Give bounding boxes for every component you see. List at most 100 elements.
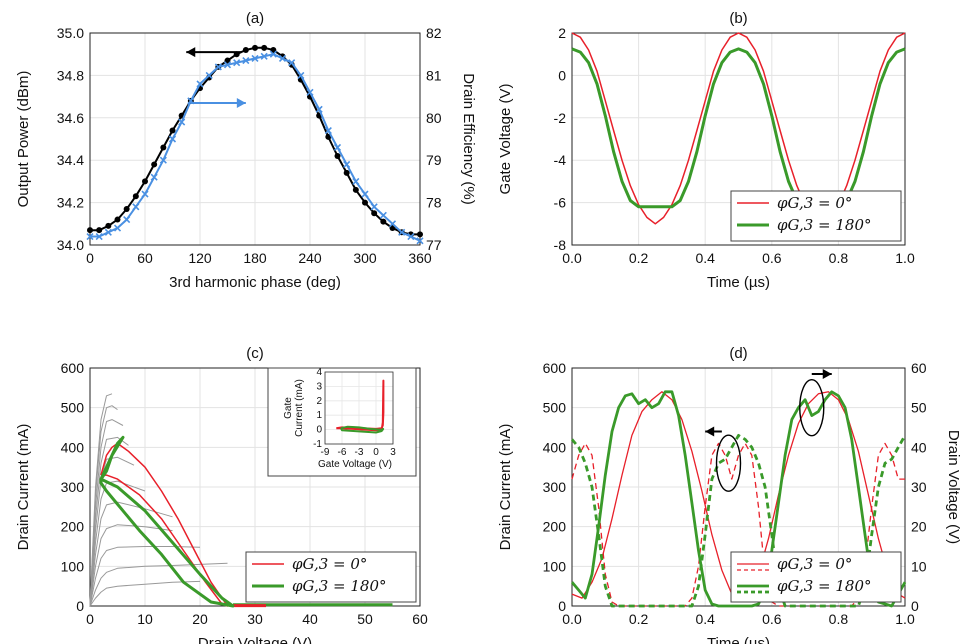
data-point	[159, 156, 167, 164]
panel-title: (c)	[246, 345, 264, 362]
y2-tick-label: 10	[911, 558, 927, 574]
y-tick-label: 500	[543, 400, 567, 416]
panel-title: (d)	[729, 345, 747, 362]
data-point	[160, 144, 167, 151]
data-point	[362, 199, 368, 206]
data-point	[288, 59, 296, 67]
inset-x-tick: -3	[355, 447, 364, 458]
inset-y-label: Current (mA)	[294, 379, 305, 437]
y-tick-label: 34.4	[57, 152, 84, 168]
iv-curve	[89, 436, 129, 607]
x-axis-label: Drain Voltage (V)	[198, 635, 312, 644]
panel-b: 0.0 0.2 0.4 0.6 0.8 1.0 -8 -6 -4 -2 0 2 (b) Time (µs)…	[497, 10, 915, 291]
data-point	[380, 218, 387, 225]
panel-d: 0.0 0.2 0.4 0.6 0.8 1.00100200300400500600010…	[497, 345, 962, 644]
iv-curve	[89, 524, 173, 607]
annotation-arrow-head	[705, 426, 715, 437]
panel-title: (b)	[729, 10, 747, 27]
y-tick-label: 600	[543, 360, 567, 376]
y-tick-label: 0	[558, 67, 566, 83]
x-tick-label: 0	[86, 611, 94, 627]
panel-title: (a)	[246, 10, 264, 27]
series-line	[570, 390, 907, 608]
data-point	[407, 232, 415, 241]
data-point	[370, 203, 378, 211]
y-tick-label: 600	[61, 360, 85, 376]
data-point	[416, 237, 424, 245]
inset-y-tick: 4	[316, 367, 322, 378]
inset-x-tick: 3	[390, 447, 396, 458]
iv-curve	[89, 393, 113, 607]
iv-curve	[89, 480, 146, 607]
data-point	[352, 186, 359, 193]
legend-box	[730, 190, 902, 242]
iv-curve	[89, 501, 173, 607]
y-tick-label: 34.2	[57, 195, 84, 211]
data-point	[334, 152, 341, 159]
inset-y-tick: 2	[316, 396, 322, 407]
data-point	[252, 44, 258, 51]
data-point	[297, 71, 305, 79]
data-point	[261, 44, 268, 51]
series-line	[99, 435, 235, 608]
data-point	[269, 50, 277, 58]
x-tick-label: 0.8	[829, 611, 849, 627]
data-point	[417, 231, 423, 238]
y2-tick-label: 82	[426, 25, 442, 41]
y-axis-label: Drain Current (mA)	[15, 424, 32, 551]
data-point	[214, 63, 222, 71]
x-tick-label: 0.4	[695, 250, 715, 266]
data-point	[324, 126, 332, 135]
y-tick-label: 200	[61, 519, 85, 535]
data-point	[306, 88, 314, 96]
x-axis-label: Time (µs)	[707, 635, 770, 644]
y-tick-label: 300	[61, 479, 85, 495]
legend-label: φG,3 = 180°	[777, 216, 872, 234]
panel-a: 0 60 120 180 240 300 360 34.0 34.2 34.4 34.6 34.8 35…	[15, 10, 477, 291]
data-point	[151, 161, 158, 168]
legend-label: φG,3 = 0°	[777, 194, 852, 212]
x-tick-label: 40	[302, 611, 318, 627]
x-tick-label: 300	[353, 250, 377, 266]
data-point	[343, 169, 350, 176]
y2-tick-label: 20	[911, 519, 927, 535]
iv-curve	[89, 546, 201, 607]
inset-y-tick: 1	[316, 410, 322, 421]
annotation-arrow-head	[822, 368, 832, 379]
y-tick-label: 300	[543, 479, 567, 495]
x-tick-label: 10	[137, 611, 153, 627]
y2-axis-label: Drain Efficiency (%)	[460, 73, 477, 204]
data-point	[95, 232, 103, 241]
x-tick-label: 60	[412, 611, 428, 627]
inset-x-tick: -9	[321, 447, 330, 458]
data-point	[132, 203, 140, 211]
inset-x-tick: 0	[373, 447, 379, 458]
y-axis-label: Drain Current (mA)	[497, 424, 514, 551]
data-point	[96, 227, 103, 234]
data-point	[371, 210, 378, 217]
data-point	[315, 105, 323, 113]
annotation-ellipse	[799, 378, 825, 437]
data-point	[168, 135, 177, 143]
data-point	[361, 190, 369, 198]
x-tick-label: 50	[357, 611, 373, 627]
data-point	[278, 54, 287, 63]
x-axis-label: 3rd harmonic phase (deg)	[169, 274, 341, 291]
data-point	[123, 215, 131, 224]
data-point	[260, 52, 268, 60]
x-axis-label: Time (µs)	[707, 274, 770, 291]
x-tick-label: 240	[298, 250, 322, 266]
y2-tick-label: 60	[911, 360, 927, 376]
y2-tick-label: 81	[426, 67, 442, 83]
data-point	[196, 80, 204, 88]
legend-label: φG,3 = 180°	[292, 577, 387, 595]
annotation-ellipse	[715, 434, 742, 492]
y-tick-label: 0	[558, 598, 566, 614]
y-tick-label: 35.0	[57, 25, 84, 41]
legend-label: φG,3 = 0°	[292, 555, 367, 573]
data-point	[86, 232, 94, 241]
inset-x-tick: -6	[338, 447, 347, 458]
data-point	[398, 228, 406, 236]
data-point	[142, 178, 148, 185]
y2-tick-label: 80	[426, 110, 442, 126]
